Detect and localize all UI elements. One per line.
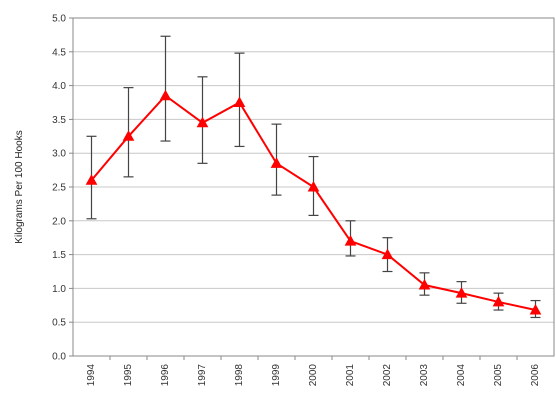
- y-tick-label: 0.5: [52, 318, 66, 329]
- y-tick-label: 4.5: [52, 47, 66, 58]
- y-tick-label: 3.0: [52, 149, 66, 160]
- x-tick-label: 1999: [271, 364, 282, 387]
- y-axis-ticks: 0.0 0.5 1.0 1.5 2.0 2.5 3.0 3.5 4.0 4.5 5.0: [52, 14, 73, 363]
- data-point: [381, 248, 394, 260]
- x-tick-label: 1995: [123, 364, 134, 387]
- x-tick-label: 2000: [308, 364, 319, 387]
- error-bars: [86, 35, 541, 319]
- data-point: [307, 180, 320, 192]
- data-point: [196, 116, 209, 128]
- x-tick-label: 2004: [456, 364, 467, 387]
- data-point: [455, 287, 468, 298]
- y-tick-label: 2.5: [52, 183, 66, 194]
- data-point: [344, 235, 357, 246]
- error-bar: [160, 35, 171, 142]
- x-tick-label: 2001: [345, 364, 356, 387]
- y-axis-label: Kilograms Per 100 Hooks: [14, 130, 25, 243]
- y-tick-label: 1.0: [52, 284, 66, 295]
- x-tick-label: 2003: [419, 364, 430, 387]
- x-tick-label: 1996: [160, 364, 171, 387]
- x-tick-label: 2006: [530, 364, 541, 387]
- data-point: [492, 295, 505, 307]
- x-axis-ticks: 1994 1995 1996 1997 1998 1999 2000 2001 2002 2003…: [86, 356, 541, 386]
- data-point: [159, 89, 172, 101]
- data-point: [85, 174, 98, 185]
- data-point: [529, 304, 542, 315]
- x-tick-label: 1994: [86, 364, 97, 387]
- y-tick-label: 3.5: [52, 115, 66, 126]
- y-tick-label: 2.0: [52, 216, 66, 227]
- y-tick-label: 1.5: [52, 250, 66, 261]
- x-tick-label: 1998: [234, 364, 245, 387]
- x-tick-label: 2005: [493, 364, 504, 387]
- y-tick-label: 4.0: [52, 81, 66, 92]
- x-tick-label: 2002: [382, 364, 393, 387]
- data-point: [122, 130, 135, 141]
- x-tick-label: 1997: [197, 364, 208, 387]
- y-tick-label: 5.0: [52, 14, 66, 25]
- data-point: [418, 278, 431, 290]
- data-point: [270, 157, 283, 168]
- data-points: [85, 89, 542, 315]
- y-tick-label: 0.0: [52, 352, 66, 363]
- data-point: [233, 96, 246, 107]
